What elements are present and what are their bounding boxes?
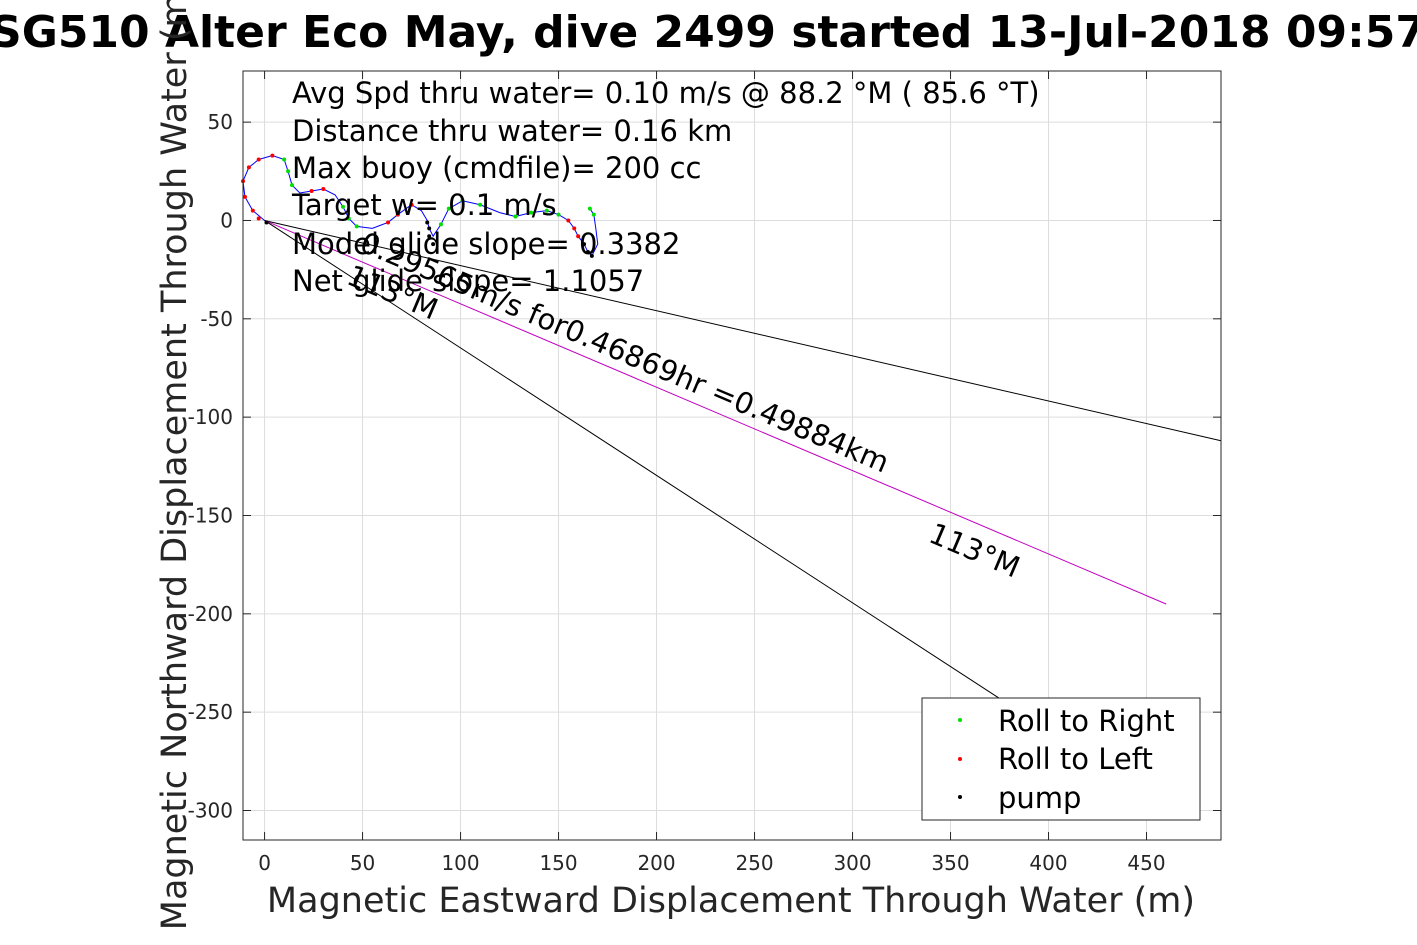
legend-label-pump: pump: [998, 781, 1081, 815]
roll-left-point: [247, 165, 251, 169]
roll-left-point: [566, 218, 570, 222]
x-tick-label: 200: [637, 851, 675, 875]
annotation-avg-speed: Avg Spd thru water= 0.10 m/s @ 88.2 °M (…: [292, 76, 1040, 110]
x-tick-label: 150: [539, 851, 577, 875]
y-tick-label: -50: [200, 307, 233, 331]
pump-point: [265, 220, 269, 224]
roll-right-point: [286, 169, 290, 173]
legend-marker-pump: [958, 795, 962, 799]
legend-label-roll-right: Roll to Right: [998, 704, 1175, 738]
roll-left-point: [270, 154, 274, 158]
roll-right-point: [282, 158, 286, 162]
roll-left-point: [257, 217, 261, 221]
annotation-max-buoy: Max buoy (cmdfile)= 200 cc: [292, 151, 701, 185]
x-tick-label: 450: [1127, 851, 1165, 875]
x-tick-label: 400: [1029, 851, 1067, 875]
y-tick-label: 50: [208, 110, 233, 134]
roll-right-point: [588, 207, 592, 211]
y-tick-label: 0: [220, 208, 233, 232]
roll-left-point: [257, 158, 261, 162]
roll-right-point: [592, 213, 596, 217]
x-tick-label: 100: [441, 851, 479, 875]
roll-right-point: [439, 222, 443, 226]
y-axis-label: Magnetic Northward Displacement Through …: [155, 0, 195, 930]
legend-label-roll-left: Roll to Left: [998, 742, 1153, 776]
legend: Roll to Right Roll to Left pump: [922, 698, 1200, 820]
x-tick-label: 50: [350, 851, 375, 875]
x-tick-label: 250: [735, 851, 773, 875]
x-tick-label: 300: [833, 851, 871, 875]
chart-title: SG510 Alter Eco May, dive 2499 started 1…: [0, 7, 1417, 58]
legend-marker-roll-right: [958, 718, 962, 722]
annotation-distance: Distance thru water= 0.16 km: [292, 114, 732, 148]
roll-left-point: [251, 209, 255, 213]
x-tick-label: 350: [931, 851, 969, 875]
figure: SG510 Alter Eco May, dive 2499 started 1…: [0, 0, 1417, 945]
roll-right-point: [557, 213, 561, 217]
annotation-target-w: Target w= 0.1 m/s: [291, 188, 557, 222]
roll-left-point: [243, 195, 247, 199]
x-tick-label: 0: [258, 851, 271, 875]
x-axis-label: Magnetic Eastward Displacement Through W…: [267, 881, 1195, 921]
annotation-model-glide: Model glide slope= 0.3382: [292, 227, 680, 261]
legend-marker-roll-left: [958, 757, 962, 761]
